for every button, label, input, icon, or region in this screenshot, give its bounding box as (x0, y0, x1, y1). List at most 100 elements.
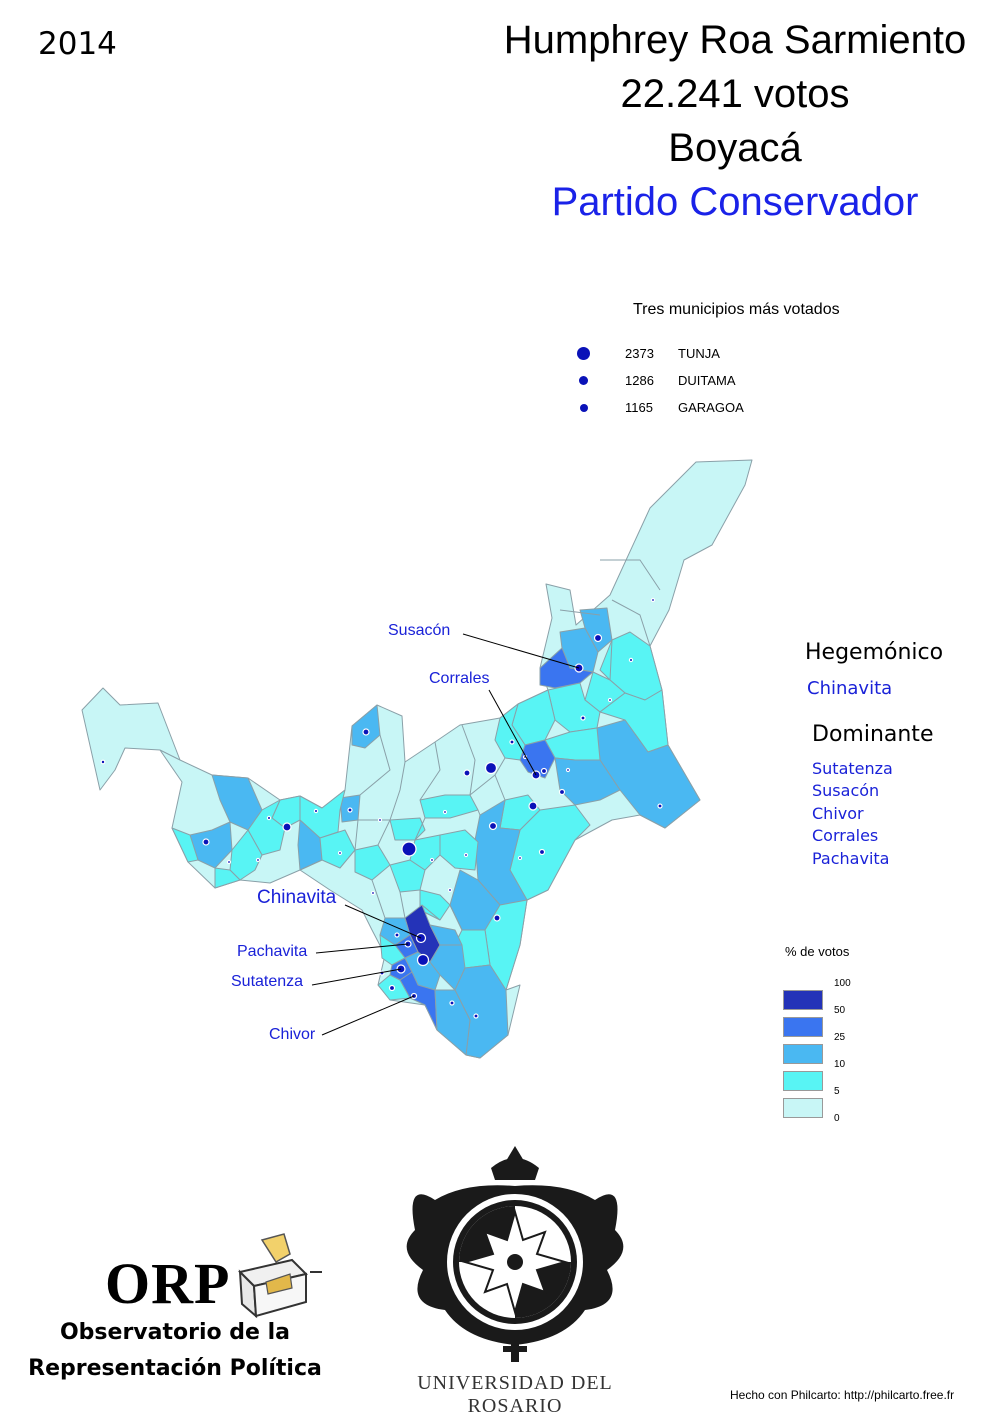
vote-circle (362, 728, 370, 736)
municipality-region (539, 647, 594, 689)
municipality-region (171, 827, 199, 863)
candidate-votes: 22.241 votos (620, 72, 850, 116)
map-label-sutatenza: Sutatenza (231, 973, 304, 990)
municipality-region (319, 829, 356, 869)
candidate-name: Humphrey Roa Sarmiento (503, 18, 967, 62)
municipality-region (434, 989, 471, 1056)
category-item: Corrales (812, 826, 879, 845)
legend-swatch (783, 1098, 823, 1118)
department-name: Boyacá (668, 126, 802, 170)
legend-swatch (783, 1071, 823, 1091)
vote-circle (650, 597, 656, 603)
party-name: Partido Conservador (551, 180, 919, 224)
municipality-region (579, 607, 613, 653)
vote-circle (202, 838, 210, 846)
municipality-region (389, 817, 426, 841)
ballot-box-icon (238, 1233, 322, 1319)
top-municipality-votes: 2373 (625, 346, 654, 361)
vote-circle (580, 715, 586, 721)
vote-circle (593, 633, 603, 643)
municipal-boundaries (159, 559, 661, 931)
municipality-region (351, 704, 381, 749)
vote-circle (266, 815, 272, 821)
map-label-chivor: Chivor (269, 1026, 316, 1043)
municipality-region (214, 867, 241, 889)
category-item: Chivor (812, 804, 864, 823)
circle-marker-icon (577, 347, 590, 360)
vote-circle (394, 932, 400, 938)
municipality-region (389, 859, 426, 893)
category-item: Sutatenza (812, 759, 893, 778)
category-item: Pachavita (812, 849, 890, 868)
orp-name-line1: Observatorio de la (59, 1320, 290, 1345)
legend-title: % de votos (785, 944, 850, 959)
top-municipalities-title: Tres municipios más votados (633, 301, 840, 318)
circle-marker-icon (579, 376, 588, 385)
category-item: Susacón (812, 781, 880, 800)
vote-circle (463, 852, 469, 858)
leader-line-pachavita (315, 943, 409, 954)
legend-tick: 100 (834, 978, 851, 989)
orp-name-line2: Representación Política (28, 1356, 322, 1381)
top-municipality-name: GARAGOA (678, 400, 744, 415)
leader-line-susacon (462, 633, 580, 669)
vote-circle (370, 890, 376, 896)
vote-circle-garagoa (416, 953, 430, 967)
top-municipality-name: TUNJA (678, 346, 720, 361)
vote-circle (538, 848, 546, 856)
top-municipality-votes: 1165 (625, 400, 653, 415)
software-credit: Hecho con Philcarto: http://philcarto.fr… (730, 1388, 955, 1402)
category-title-hegemonico: Hegemónico (805, 640, 944, 665)
top-municipality-votes: 1286 (625, 373, 654, 388)
legend-tick: 50 (834, 1005, 846, 1016)
vote-circle (388, 984, 396, 992)
map-label-chinavita: Chinavita (257, 887, 337, 908)
vote-circle (429, 857, 435, 863)
orp-logo-text: ORP (105, 1251, 231, 1316)
legend-tick: 10 (834, 1059, 846, 1070)
vote-circle (377, 817, 383, 823)
vote-circle (657, 803, 663, 809)
year-label: 2014 (38, 26, 117, 62)
vote-circle (282, 822, 292, 832)
circle-marker-icon (580, 404, 588, 412)
vote-circle (255, 857, 261, 863)
map-label-susacon: Susacón (388, 622, 451, 639)
vote-circle (463, 769, 471, 777)
legend-tick: 0 (834, 1113, 840, 1124)
vote-circle (347, 807, 353, 813)
legend-tick: 5 (834, 1086, 840, 1097)
legend-tick: 25 (834, 1032, 846, 1043)
vote-circle (313, 808, 319, 814)
municipality-region (494, 703, 526, 761)
vote-circle (337, 850, 343, 856)
vote-circle (517, 855, 523, 861)
vote-circle (473, 1013, 479, 1019)
vote-circle-duitama (484, 761, 498, 775)
leader-line-chinavita (344, 904, 422, 939)
leader-line-chivor (321, 995, 415, 1036)
vote-circle (100, 759, 106, 765)
vote-circle (528, 801, 538, 811)
vote-circle (226, 859, 232, 865)
vote-circle (447, 887, 453, 893)
leader-line-sutatenza (311, 968, 402, 986)
vote-circle (628, 657, 634, 663)
university-crest-icon (406, 1146, 624, 1362)
category-item: Chinavita (807, 678, 893, 699)
municipality-region (354, 844, 391, 881)
vote-circle (488, 821, 498, 831)
category-title-dominante: Dominante (812, 722, 934, 747)
vote-circle (442, 809, 448, 815)
map-label-corrales: Corrales (429, 670, 490, 687)
university-name: UNIVERSIDAD DEL ROSARIO (417, 1372, 613, 1417)
legend-swatch (783, 990, 823, 1010)
vote-circle (565, 767, 571, 773)
vote-circle (540, 767, 548, 775)
vote-circle-tunja (401, 841, 417, 857)
leader-line-corrales (488, 689, 537, 776)
legend-swatch (783, 1044, 823, 1064)
legend-swatch (783, 1017, 823, 1037)
vote-circle (493, 914, 501, 922)
